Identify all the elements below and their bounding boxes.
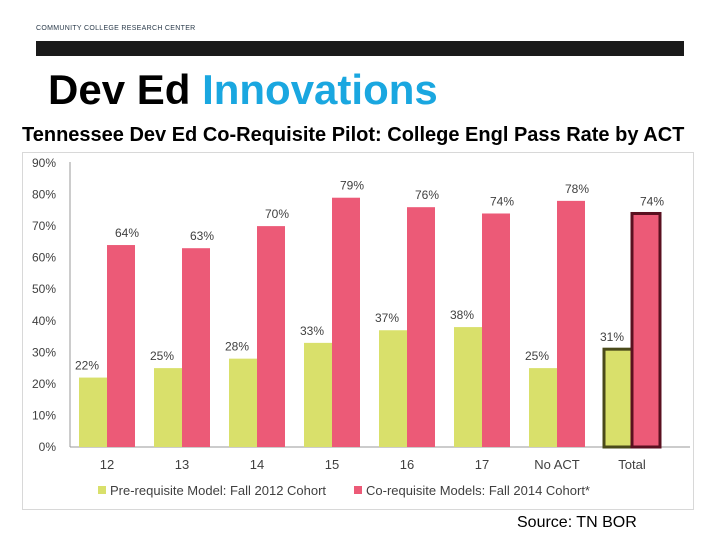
data-label: 33% [300,324,324,338]
legend-swatch [98,486,106,494]
header-bar [36,41,684,56]
data-label: 22% [75,359,99,373]
page-title: Dev Ed Innovations [48,66,438,114]
data-label: 25% [150,349,174,363]
data-label: 37% [375,311,399,325]
y-tick-label: 0% [39,440,57,454]
bar-prerequisite [79,377,107,447]
data-label: 74% [490,194,514,208]
title-part2: Innovations [202,66,438,113]
x-tick-label: 17 [475,457,489,472]
y-tick-label: 60% [32,251,56,265]
y-tick-label: 40% [32,314,56,328]
bar-prerequisite [602,347,634,449]
legend-swatch [354,486,362,494]
chart-title: Tennessee Dev Ed Co-Requisite Pilot: Col… [22,124,685,146]
legend-label: Pre-requisite Model: Fall 2012 Cohort [110,483,326,498]
bar-prerequisite [304,342,332,447]
bar-corequisite [407,207,435,447]
x-tick-label: 15 [325,457,339,472]
x-tick-label: Total [618,457,646,472]
data-label: 78% [565,182,589,196]
bar-corequisite [257,226,285,447]
chart-area [22,152,694,510]
data-label: 74% [640,194,664,208]
x-tick-label: 13 [175,457,189,472]
bar-prerequisite [229,358,257,447]
data-label: 38% [450,308,474,322]
source-note: Source: TN BOR [517,514,637,531]
data-label: 70% [265,207,289,221]
data-label: 25% [525,349,549,363]
x-tick-label: No ACT [534,457,580,472]
bar-corequisite [182,248,210,447]
data-label: 64% [115,226,139,240]
org-name: COMMUNITY COLLEGE RESEARCH CENTER [36,25,196,32]
y-tick-label: 30% [32,345,56,359]
bar-corequisite [332,197,360,447]
y-tick-label: 10% [32,408,56,422]
x-tick-label: 12 [100,457,114,472]
bar-prerequisite [154,368,182,447]
bar-prerequisite [454,327,482,447]
x-tick-label: 16 [400,457,414,472]
bar-corequisite [630,211,662,449]
data-label: 28% [225,340,249,354]
y-tick-label: 50% [32,282,56,296]
legend-label: Co-requisite Models: Fall 2014 Cohort* [366,483,590,498]
x-tick-label: 14 [250,457,264,472]
y-tick-label: 70% [32,219,56,233]
y-tick-label: 90% [32,156,56,170]
bar-corequisite [557,200,585,447]
title-part1: Dev Ed [48,66,191,113]
y-tick-label: 20% [32,377,56,391]
data-label: 31% [600,330,624,344]
data-label: 76% [415,188,439,202]
bar-prerequisite [529,368,557,447]
data-label: 63% [190,229,214,243]
bar-corequisite [107,245,135,447]
data-label: 79% [340,179,364,193]
bar-prerequisite [379,330,407,447]
y-tick-label: 80% [32,188,56,202]
bar-corequisite [482,213,510,447]
